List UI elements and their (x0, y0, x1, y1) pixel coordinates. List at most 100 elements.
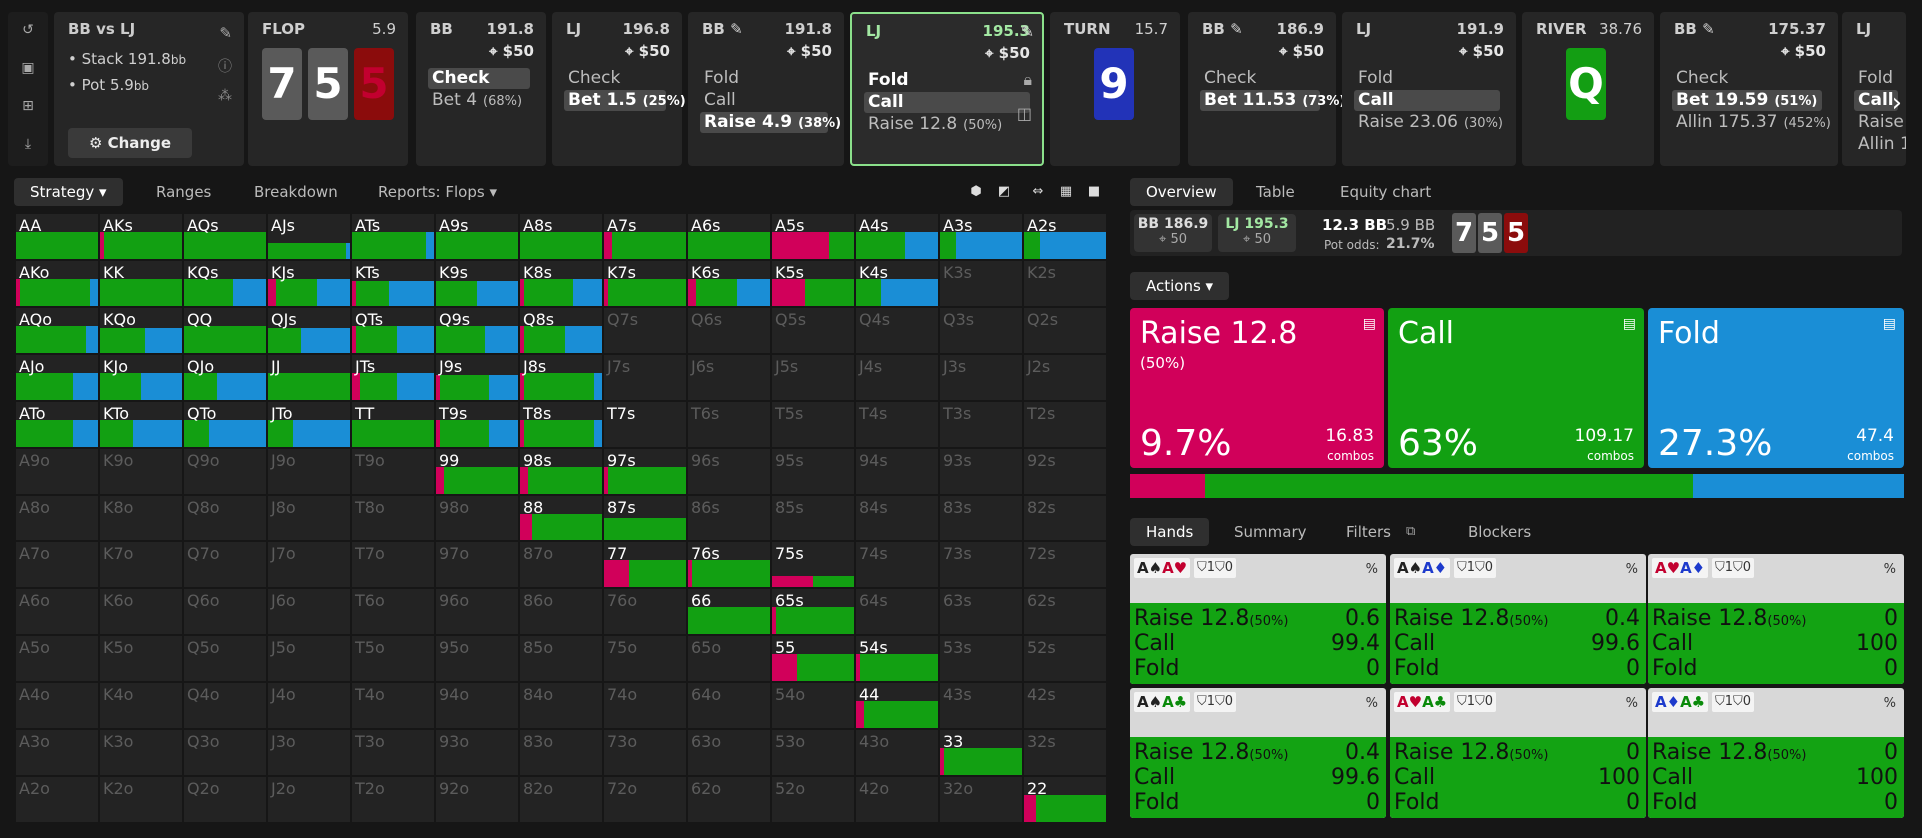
hand-cell[interactable]: KJs (268, 260, 350, 306)
hand-cell[interactable]: 96o (436, 589, 518, 635)
panel-action[interactable]: Call (700, 90, 740, 111)
compress-icon[interactable]: ⇔ (1032, 184, 1044, 199)
hand-cell[interactable]: A2o (16, 777, 98, 822)
hand-cell[interactable]: 53o (772, 730, 854, 776)
hand-cell[interactable]: Q8o (184, 495, 266, 541)
hand-cell[interactable]: Q3s (940, 307, 1022, 353)
hand-cell[interactable]: T3s (940, 401, 1022, 447)
hand-cell[interactable]: T3o (352, 730, 434, 776)
hand-cell[interactable]: 83s (940, 495, 1022, 541)
grid-icon[interactable]: ▦ (1059, 184, 1073, 199)
hand-cell[interactable]: ATo (16, 401, 98, 447)
action-panel-5[interactable]: LJ 191.9 ⌖ $50 Fold Call Raise 23.06 (30%) (1342, 12, 1516, 166)
hand-cell[interactable]: Q7s (604, 307, 686, 353)
hand-cell[interactable]: 66 (688, 589, 770, 635)
hand-cell[interactable]: T9o (352, 448, 434, 494)
hand-cell[interactable]: 84o (520, 683, 602, 729)
hand-cell[interactable]: Q2s (1024, 307, 1106, 353)
hand-cell[interactable]: 92o (436, 777, 518, 822)
compare-icon[interactable]: ◫ (1016, 104, 1032, 123)
hand-cell[interactable]: J4s (856, 354, 938, 400)
panel-action[interactable]: Bet 1.5 (25%) (564, 90, 686, 111)
hand-cell[interactable]: 88 (520, 495, 602, 541)
tab-ranges[interactable]: Ranges (156, 183, 212, 201)
panel-action[interactable]: Fold (864, 70, 913, 91)
action-panel-1[interactable]: LJ 196.8 ⌖ $50 Check Bet 1.5 (25%) (552, 12, 686, 166)
panel-action[interactable]: Fold (700, 68, 743, 89)
hand-cell[interactable]: J5o (268, 636, 350, 682)
hand-cell[interactable]: Q7o (184, 542, 266, 588)
hand-cell[interactable]: T5s (772, 401, 854, 447)
hand-cell[interactable]: J3s (940, 354, 1022, 400)
river-panel[interactable]: RIVER 38.76 Q (1522, 12, 1654, 166)
panel-action[interactable]: Call (1854, 90, 1898, 111)
hand-cell[interactable]: 54o (772, 683, 854, 729)
hand-cell[interactable]: 52s (1024, 636, 1106, 682)
hand-cell[interactable]: K7s (604, 260, 686, 306)
hand-cell[interactable]: J6s (688, 354, 770, 400)
hand-cell[interactable]: K5s (772, 260, 854, 306)
hand-cell[interactable]: A4s (856, 214, 938, 259)
hand-cell[interactable]: T6s (688, 401, 770, 447)
hand-cell[interactable]: AJs (268, 214, 350, 259)
hand-cell[interactable]: 74s (856, 542, 938, 588)
hand-cell[interactable]: K4s (856, 260, 938, 306)
tab-filters[interactable]: Filters (1346, 523, 1391, 541)
hand-cell[interactable]: 62o (688, 777, 770, 822)
hand-cell[interactable]: A2s (1024, 214, 1106, 259)
square-icon[interactable]: ■ (1087, 184, 1101, 199)
hand-cell[interactable]: 95o (436, 636, 518, 682)
hand-cell[interactable]: K7o (100, 542, 182, 588)
hand-cell[interactable]: Q2o (184, 777, 266, 822)
hand-cell[interactable]: Q5s (772, 307, 854, 353)
hand-cell[interactable]: K9o (100, 448, 182, 494)
hand-cell[interactable]: 32o (940, 777, 1022, 822)
hand-cell[interactable]: Q9o (184, 448, 266, 494)
hand-cell[interactable]: KQo (100, 307, 182, 353)
tab-blockers[interactable]: Blockers (1468, 523, 1532, 541)
turn-panel[interactable]: TURN 15.7 9 (1050, 12, 1180, 166)
hand-cell[interactable]: QTs (352, 307, 434, 353)
hand-cell[interactable]: 86s (688, 495, 770, 541)
hand-cell[interactable]: JJ (268, 354, 350, 400)
hand-cell[interactable]: A9s (436, 214, 518, 259)
edit-icon[interactable]: ✎ (219, 24, 232, 42)
hand-cell[interactable]: AQs (184, 214, 266, 259)
hand-cell[interactable]: 72o (604, 777, 686, 822)
note-icon[interactable]: ▤ (1622, 316, 1636, 332)
hand-cell[interactable]: K2o (100, 777, 182, 822)
hand-cell[interactable]: 55 (772, 636, 854, 682)
tab-equity-chart[interactable]: Equity chart (1340, 183, 1432, 201)
action-panel-3[interactable]: LJ 195.3 ⌖ $50 Fold Call Raise 12.8 (50%) ✎ 🔒︎… (850, 12, 1044, 166)
lock-icon[interactable]: 🔒︎ (1023, 70, 1032, 89)
hand-cell[interactable]: 85s (772, 495, 854, 541)
hand-cell[interactable]: Q4o (184, 683, 266, 729)
hand-cell[interactable]: K8s (520, 260, 602, 306)
hand-cell[interactable]: 86o (520, 589, 602, 635)
hand-cell[interactable]: 53s (940, 636, 1022, 682)
hand-cell[interactable]: 63o (688, 730, 770, 776)
hand-cell[interactable]: 82s (1024, 495, 1106, 541)
hand-cell[interactable]: A3o (16, 730, 98, 776)
undo-icon[interactable]: ↺ (22, 22, 34, 38)
hand-cell[interactable]: 84s (856, 495, 938, 541)
hand-cell[interactable]: J9o (268, 448, 350, 494)
hand-cell[interactable]: 87o (520, 542, 602, 588)
panel-action[interactable]: Raise 23.06 (30%) (1354, 112, 1507, 133)
hand-cell[interactable]: K2s (1024, 260, 1106, 306)
hand-cell[interactable]: 75o (604, 636, 686, 682)
hand-cell[interactable]: 98s (520, 448, 602, 494)
action-summary-0[interactable]: Raise 12.8 (50%) ▤ 9.7% 16.83 combos (1130, 308, 1384, 468)
hand-cell[interactable]: 22 (1024, 777, 1106, 822)
hand-cell[interactable]: 42o (856, 777, 938, 822)
hand-cell[interactable]: 43s (940, 683, 1022, 729)
panel-action[interactable]: Fold (1354, 68, 1397, 89)
contrast-icon[interactable]: ◩ (997, 184, 1011, 199)
tab-table[interactable]: Table (1256, 183, 1295, 201)
panel-action[interactable]: Call (864, 92, 1030, 113)
hand-cell[interactable]: 64s (856, 589, 938, 635)
hand-combo-card[interactable]: A♠A♥ ⛉1⛉0 % Raise 12.8(50%) 0.6 Call 99.4 … (1130, 554, 1386, 684)
action-panel-0[interactable]: BB 191.8 ⌖ $50 Check Bet 4 (68%) (416, 12, 546, 166)
change-button[interactable]: ⚙ Change (68, 128, 192, 158)
panel-action[interactable]: Bet 11.53 (73%) (1200, 90, 1345, 111)
